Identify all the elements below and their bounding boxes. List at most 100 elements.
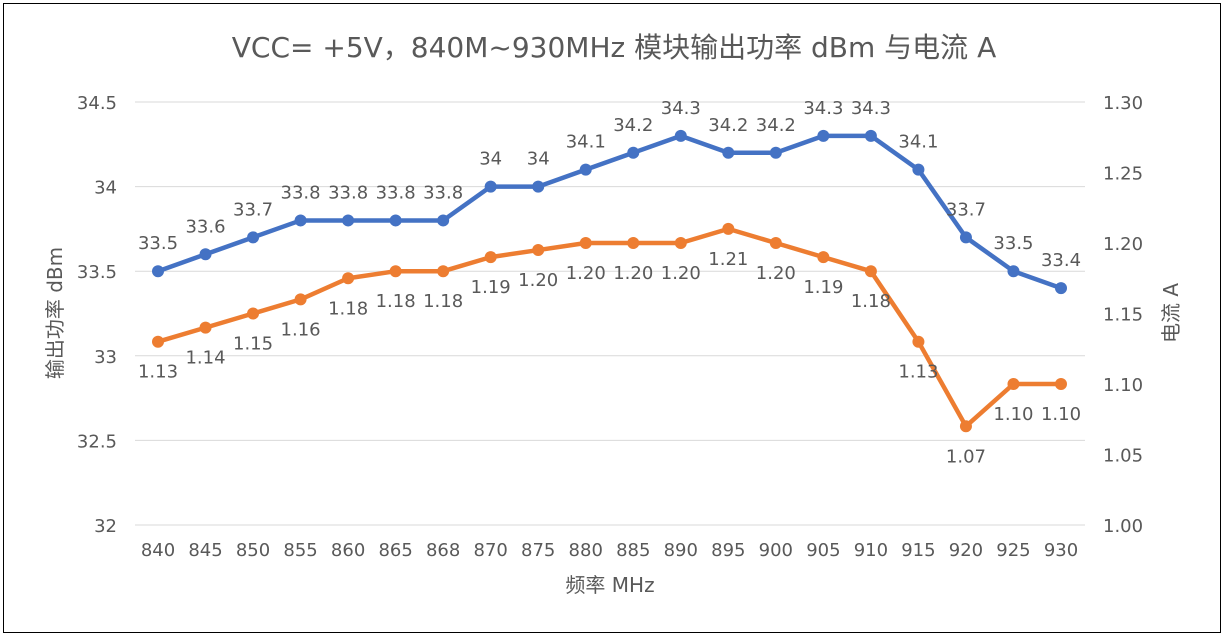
x-tick-label: 870 bbox=[474, 540, 508, 561]
data-label-0: 34.1 bbox=[566, 132, 606, 153]
data-point-1 bbox=[627, 237, 640, 249]
data-point-0 bbox=[864, 129, 877, 142]
data-point-1 bbox=[437, 265, 450, 278]
x-axis-title: 频率 MHz bbox=[565, 573, 654, 597]
data-point-1 bbox=[722, 222, 735, 235]
y-tick-label: 33 bbox=[94, 347, 117, 368]
data-label-0: 34.3 bbox=[661, 98, 701, 119]
data-label-1: 1.18 bbox=[851, 291, 891, 312]
data-label-0: 33.8 bbox=[281, 182, 321, 203]
data-point-0 bbox=[484, 180, 497, 193]
data-label-0: 34 bbox=[479, 149, 502, 170]
y-axis-title: 输出功率 dBm bbox=[43, 247, 67, 379]
data-point-1 bbox=[959, 420, 972, 433]
data-point-1 bbox=[1007, 378, 1020, 390]
data-point-0 bbox=[199, 248, 212, 261]
data-label-0: 34 bbox=[527, 149, 550, 170]
series-line-1 bbox=[157, 226, 1061, 429]
data-point-0 bbox=[342, 214, 355, 227]
data-label-1: 1.18 bbox=[376, 291, 416, 312]
data-point-1 bbox=[532, 244, 545, 257]
x-tick-label: 915 bbox=[901, 540, 935, 561]
x-tick-label: 920 bbox=[949, 540, 983, 561]
data-point-0 bbox=[1007, 265, 1020, 278]
data-label-0: 33.5 bbox=[138, 233, 178, 254]
chart-border bbox=[3, 3, 1221, 633]
data-point-1 bbox=[912, 335, 925, 348]
x-tick-label: 880 bbox=[569, 540, 603, 561]
data-label-1: 1.20 bbox=[566, 263, 606, 284]
data-point-0 bbox=[627, 146, 640, 159]
data-point-0 bbox=[579, 163, 592, 176]
y-tick-label: 33.5 bbox=[77, 262, 117, 283]
x-tick-label: 868 bbox=[426, 540, 460, 561]
data-label-0: 33.5 bbox=[993, 233, 1033, 254]
data-label-0: 33.6 bbox=[185, 216, 225, 237]
data-point-1 bbox=[247, 307, 260, 320]
data-point-0 bbox=[247, 231, 260, 244]
x-tick-label: 865 bbox=[378, 540, 412, 561]
x-tick-label: 895 bbox=[711, 540, 745, 561]
x-tick-label: 855 bbox=[283, 540, 317, 561]
y-tick-label: 32 bbox=[94, 516, 117, 537]
x-tick-label: 900 bbox=[759, 540, 793, 561]
data-point-1 bbox=[152, 335, 164, 348]
data-label-1: 1.20 bbox=[518, 270, 558, 291]
data-point-1 bbox=[579, 237, 592, 249]
data-point-1 bbox=[674, 237, 687, 249]
data-label-1: 1.13 bbox=[898, 362, 938, 383]
data-label-1: 1.20 bbox=[613, 263, 653, 284]
data-label-1: 1.19 bbox=[471, 277, 511, 298]
x-tick-label: 840 bbox=[141, 540, 175, 561]
data-label-0: 33.7 bbox=[946, 199, 986, 220]
data-point-1 bbox=[769, 237, 782, 249]
y2-tick-label: 1.30 bbox=[1103, 93, 1143, 114]
data-label-1: 1.20 bbox=[661, 263, 701, 284]
x-tick-label: 875 bbox=[521, 540, 555, 561]
chart-title: VCC= +5V，840M~930MHz 模块输出功率 dBm 与电流 A bbox=[231, 31, 997, 64]
data-label-1: 1.18 bbox=[423, 291, 463, 312]
data-point-1 bbox=[864, 265, 877, 278]
data-point-0 bbox=[674, 129, 687, 142]
data-point-1 bbox=[1055, 378, 1067, 390]
data-label-1: 1.21 bbox=[708, 249, 748, 270]
data-point-0 bbox=[912, 163, 925, 176]
data-label-0: 33.8 bbox=[328, 182, 368, 203]
x-tick-label: 905 bbox=[806, 540, 840, 561]
data-point-1 bbox=[294, 293, 307, 306]
data-label-1: 1.14 bbox=[185, 348, 225, 369]
y2-tick-label: 1.00 bbox=[1103, 516, 1143, 537]
data-label-0: 34.2 bbox=[708, 115, 748, 136]
data-label-1: 1.18 bbox=[328, 298, 368, 319]
x-tick-label: 860 bbox=[331, 540, 365, 561]
data-point-0 bbox=[769, 146, 782, 159]
y2-axis-title: 电流 A bbox=[1159, 283, 1183, 343]
series-line-0 bbox=[157, 133, 1062, 291]
data-label-0: 34.3 bbox=[851, 98, 891, 119]
data-label-0: 33.4 bbox=[1041, 250, 1081, 271]
data-point-1 bbox=[389, 265, 402, 278]
data-point-0 bbox=[1055, 282, 1067, 295]
y2-tick-label: 1.25 bbox=[1103, 164, 1143, 185]
data-point-0 bbox=[294, 214, 307, 227]
data-point-0 bbox=[389, 214, 402, 227]
data-label-0: 33.7 bbox=[233, 199, 273, 220]
data-point-0 bbox=[959, 231, 972, 244]
x-tick-label: 910 bbox=[854, 540, 888, 561]
y-tick-label: 32.5 bbox=[77, 431, 117, 452]
y2-tick-label: 1.10 bbox=[1103, 375, 1143, 396]
x-tick-label: 925 bbox=[996, 540, 1030, 561]
data-label-0: 34.3 bbox=[803, 98, 843, 119]
data-point-0 bbox=[722, 146, 735, 159]
data-point-0 bbox=[437, 214, 450, 227]
y-tick-label: 34.5 bbox=[77, 93, 117, 114]
data-label-1: 1.19 bbox=[803, 277, 843, 298]
data-label-1: 1.15 bbox=[233, 334, 273, 355]
data-point-1 bbox=[484, 251, 497, 264]
x-tick-label: 930 bbox=[1044, 540, 1078, 561]
data-label-1: 1.20 bbox=[756, 263, 796, 284]
x-tick-label: 850 bbox=[236, 540, 270, 561]
data-label-1: 1.16 bbox=[281, 319, 321, 340]
